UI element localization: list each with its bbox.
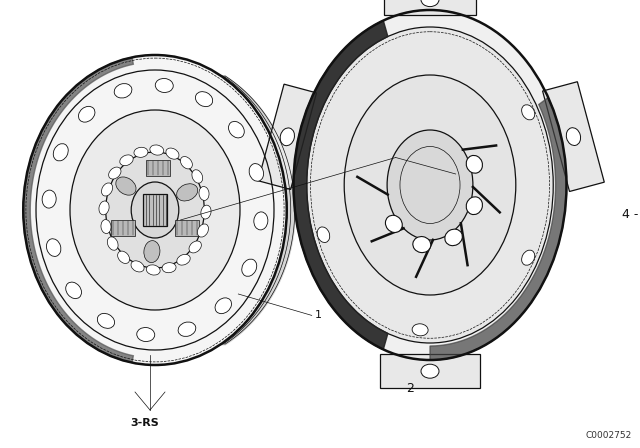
Ellipse shape [106, 152, 204, 268]
Ellipse shape [294, 10, 566, 360]
Ellipse shape [147, 265, 160, 275]
Polygon shape [430, 98, 566, 360]
Ellipse shape [53, 144, 68, 161]
Text: 3-RS: 3-RS [130, 418, 159, 428]
Ellipse shape [192, 170, 203, 183]
Ellipse shape [197, 224, 209, 237]
Ellipse shape [109, 167, 121, 179]
Ellipse shape [166, 148, 179, 159]
Text: 2: 2 [406, 382, 414, 395]
Ellipse shape [79, 106, 95, 122]
Ellipse shape [177, 254, 190, 265]
Ellipse shape [421, 0, 439, 7]
Ellipse shape [317, 227, 330, 242]
Ellipse shape [137, 327, 155, 341]
Ellipse shape [387, 130, 473, 240]
Ellipse shape [120, 155, 133, 166]
Ellipse shape [307, 27, 553, 343]
Text: 1: 1 [315, 310, 322, 320]
Ellipse shape [66, 282, 81, 298]
Ellipse shape [242, 259, 257, 276]
FancyBboxPatch shape [146, 160, 170, 177]
Ellipse shape [189, 241, 202, 253]
Ellipse shape [445, 229, 462, 246]
Ellipse shape [466, 197, 483, 215]
Ellipse shape [195, 92, 212, 107]
Ellipse shape [385, 215, 403, 233]
Ellipse shape [215, 298, 232, 314]
Ellipse shape [108, 237, 118, 250]
Ellipse shape [131, 182, 179, 238]
Ellipse shape [144, 241, 160, 263]
Ellipse shape [134, 147, 148, 157]
FancyBboxPatch shape [111, 220, 135, 236]
Ellipse shape [201, 205, 211, 219]
Ellipse shape [150, 145, 164, 155]
Ellipse shape [199, 186, 209, 200]
Ellipse shape [254, 212, 268, 230]
Bar [143, 194, 167, 226]
Ellipse shape [156, 78, 173, 92]
Ellipse shape [102, 183, 113, 196]
Ellipse shape [280, 128, 294, 146]
Ellipse shape [97, 314, 115, 328]
Ellipse shape [70, 110, 240, 310]
Ellipse shape [114, 84, 132, 98]
Polygon shape [23, 57, 133, 362]
Ellipse shape [566, 128, 580, 146]
Ellipse shape [522, 250, 535, 265]
Ellipse shape [228, 121, 244, 138]
Ellipse shape [413, 237, 431, 253]
Ellipse shape [116, 177, 136, 195]
Ellipse shape [180, 156, 193, 169]
Ellipse shape [118, 251, 129, 263]
Ellipse shape [131, 261, 144, 272]
Ellipse shape [522, 105, 535, 120]
Ellipse shape [178, 322, 196, 336]
Ellipse shape [421, 364, 439, 378]
Text: 4 - RS: 4 - RS [621, 208, 640, 221]
Polygon shape [543, 82, 604, 191]
Ellipse shape [412, 324, 428, 336]
Ellipse shape [99, 201, 109, 215]
Ellipse shape [101, 220, 111, 233]
Polygon shape [258, 84, 317, 190]
Ellipse shape [162, 263, 176, 273]
Ellipse shape [249, 164, 264, 181]
Polygon shape [380, 354, 480, 388]
Ellipse shape [23, 55, 287, 365]
Polygon shape [294, 21, 388, 349]
Polygon shape [384, 0, 476, 15]
FancyBboxPatch shape [175, 220, 199, 236]
Ellipse shape [466, 155, 483, 173]
Ellipse shape [42, 190, 56, 208]
Text: C0002752: C0002752 [586, 431, 632, 440]
Ellipse shape [47, 239, 61, 256]
Ellipse shape [177, 184, 198, 201]
Ellipse shape [344, 75, 516, 295]
